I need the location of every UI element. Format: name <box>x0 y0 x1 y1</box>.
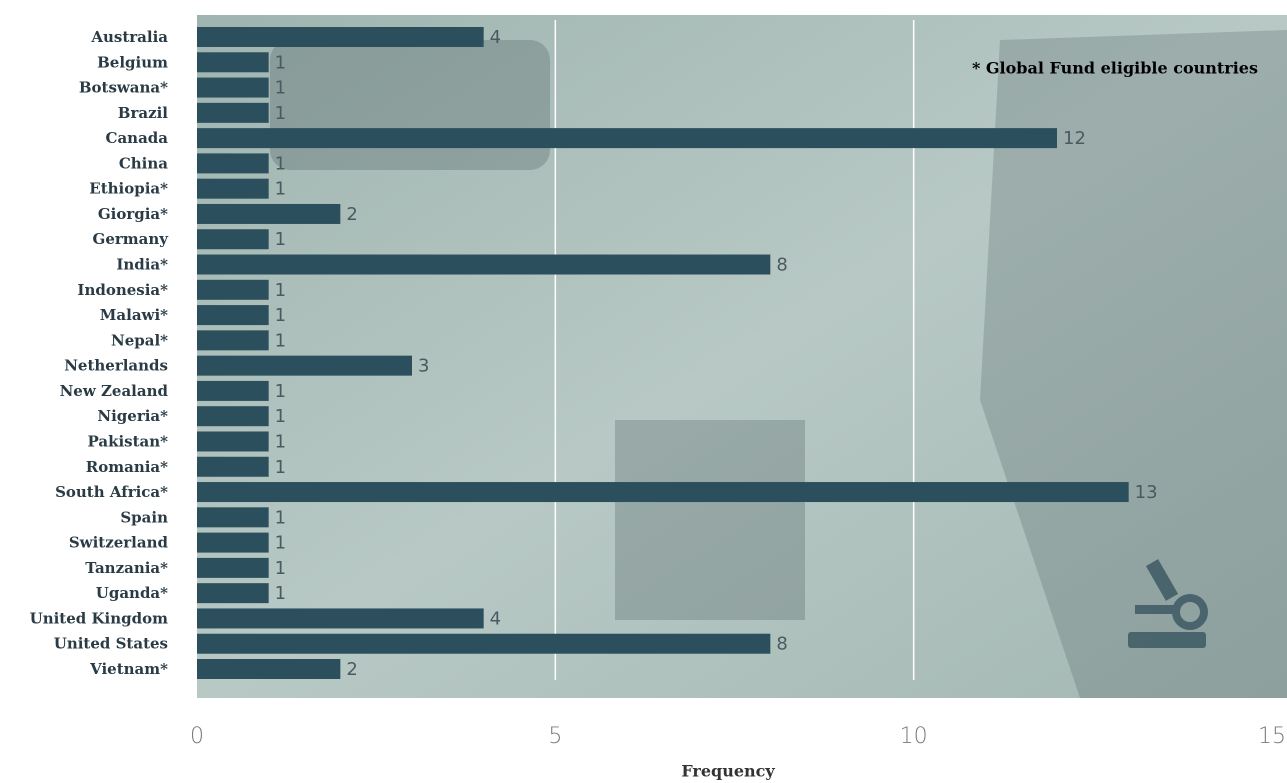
bar <box>197 52 269 73</box>
bar <box>197 532 269 553</box>
y-tick-label: South Africa* <box>55 483 168 501</box>
bar <box>197 633 771 654</box>
value-label: 1 <box>275 229 286 250</box>
bar <box>197 305 269 326</box>
bar <box>197 178 269 199</box>
x-tick-label: 0 <box>190 724 204 749</box>
bar <box>197 229 269 250</box>
bar <box>197 583 269 604</box>
y-tick-label: New Zealand <box>60 382 169 400</box>
y-tick-label: Giorgia* <box>98 205 168 223</box>
value-label: 1 <box>275 533 286 554</box>
bar <box>197 153 269 174</box>
y-tick-label: Nepal* <box>111 331 168 349</box>
bar <box>197 27 484 47</box>
value-label: 1 <box>275 153 286 174</box>
bar <box>197 659 341 679</box>
bar <box>197 608 484 629</box>
value-label: 1 <box>275 103 286 124</box>
value-label: 3 <box>418 356 429 377</box>
y-tick-label: United Kingdom <box>30 609 168 627</box>
value-label: 8 <box>776 255 787 276</box>
y-tick-label: Netherlands <box>64 357 168 375</box>
y-tick-label: Pakistan* <box>87 432 168 450</box>
y-tick-label: Botswana* <box>79 79 168 97</box>
bar <box>197 330 269 351</box>
y-tick-label: Spain <box>120 508 168 526</box>
y-tick-label: Nigeria* <box>97 407 168 425</box>
y-tick-label: Germany <box>93 230 170 248</box>
bar <box>197 406 269 427</box>
x-tick-label: 5 <box>548 724 562 749</box>
value-label: 1 <box>275 179 286 200</box>
value-label: 1 <box>275 431 286 452</box>
value-label: 1 <box>275 78 286 99</box>
value-label: 4 <box>490 27 501 48</box>
y-tick-label: Tanzania* <box>85 559 168 577</box>
bar <box>197 254 771 275</box>
x-tick-label: 10 <box>900 724 928 749</box>
y-tick-label: Vietnam* <box>89 660 168 678</box>
y-tick-label: Malawi* <box>100 306 168 324</box>
value-label: 1 <box>275 507 286 528</box>
microscope-icon <box>1128 559 1208 648</box>
value-label: 2 <box>346 204 357 225</box>
value-label: 1 <box>275 583 286 604</box>
bar <box>197 380 269 401</box>
value-label: 1 <box>275 330 286 351</box>
bar <box>197 355 412 376</box>
y-tick-label: United States <box>54 635 168 653</box>
y-tick-label: Ethiopia* <box>89 180 168 198</box>
value-label: 1 <box>275 280 286 301</box>
y-tick-label: Uganda* <box>96 584 168 602</box>
y-tick-label: India* <box>116 256 168 274</box>
bar <box>197 102 269 123</box>
value-label: 1 <box>275 558 286 579</box>
y-tick-label: Canada <box>106 129 169 147</box>
bar <box>197 482 1129 503</box>
bar <box>197 279 269 300</box>
value-label: 8 <box>776 634 787 655</box>
bar <box>197 557 269 578</box>
y-tick-label: Indonesia* <box>77 281 168 299</box>
value-label: 1 <box>275 457 286 478</box>
y-tick-label: China <box>119 154 168 172</box>
value-label: 13 <box>1135 482 1158 503</box>
bar <box>197 77 269 98</box>
value-label: 2 <box>346 659 357 680</box>
y-tick-label: Brazil <box>118 104 169 122</box>
bar <box>197 128 1057 149</box>
value-label: 4 <box>490 608 501 629</box>
value-label: 1 <box>275 381 286 402</box>
y-tick-label: Switzerland <box>69 534 169 552</box>
bar <box>197 431 269 452</box>
annotation: * Global Fund eligible countries <box>972 59 1258 78</box>
bar <box>197 507 269 528</box>
y-tick-label: Australia <box>90 28 168 46</box>
value-label: 1 <box>275 52 286 73</box>
bar <box>197 203 341 224</box>
value-label: 12 <box>1063 128 1086 149</box>
x-tick-label: 15 <box>1258 724 1286 749</box>
x-axis-label: Frequency <box>681 762 775 781</box>
y-tick-label: Belgium <box>97 53 168 71</box>
y-tick-label: Romania* <box>86 458 168 476</box>
value-label: 1 <box>275 406 286 427</box>
bar <box>197 456 269 477</box>
value-label: 1 <box>275 305 286 326</box>
